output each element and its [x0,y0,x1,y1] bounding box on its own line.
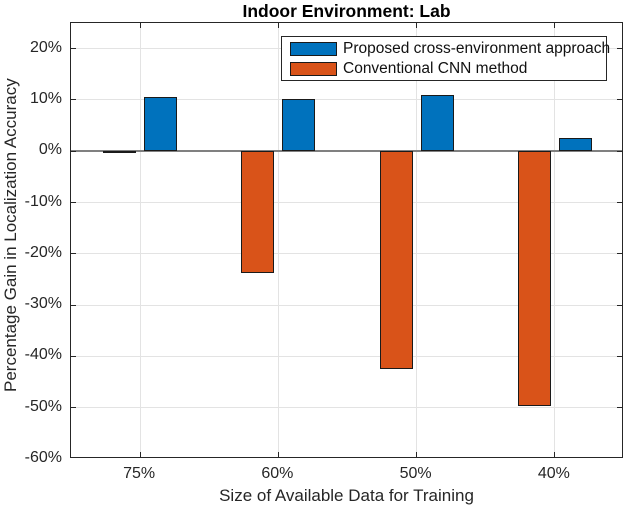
y-tick-left [71,202,76,204]
y-tick-right [617,407,622,409]
y-tick-left [71,304,76,306]
y-tick-label: 0% [38,141,62,159]
y-tick-left [71,407,76,409]
bar-proposed-40 [558,137,592,152]
x-tick-top [416,23,418,28]
legend-swatch-conventional [290,61,337,76]
y-tick-label: 10% [29,89,62,107]
y-tick-label: -30% [24,295,62,313]
y-tick-left [71,150,76,152]
x-tick-label: 50% [399,465,432,482]
y-tick-label: -40% [24,346,62,364]
y-tick-label: -20% [24,243,62,261]
y-tick-label: -50% [24,397,62,415]
y-tick-left [71,48,76,50]
x-tick-label: 60% [261,465,294,482]
y-tick-left [71,253,76,255]
chart-title: Indoor Environment: Lab [242,1,451,21]
zero-baseline [71,150,622,153]
legend-row: Proposed cross-environment approach [282,39,610,59]
x-gridline [139,23,141,457]
y-tick-right [617,253,622,255]
y-tick-right [617,202,622,204]
y-tick-right [617,304,622,306]
y-tick-right [617,48,622,50]
plot-area: Proposed cross-environment approach Conve… [70,22,623,458]
bar-proposed-75 [144,96,178,152]
x-gridline [277,23,279,457]
y-gridline [71,99,622,101]
bar-conventional-50 [379,151,413,370]
x-tick-top [277,23,279,28]
x-tick-top [139,23,141,28]
x-gridline [554,23,556,457]
y-tick-label: 20% [29,38,62,56]
y-tick-left [71,99,76,101]
legend-label-proposed: Proposed cross-environment approach [343,39,611,57]
y-tick-right [617,355,622,357]
y-tick-left [71,355,76,357]
x-tick-bottom [416,452,418,457]
x-tick-label: 40% [537,465,570,482]
x-axis-label: Size of Available Data for Training [219,486,474,505]
y-tick-label: -10% [24,192,62,210]
x-tick-bottom [277,452,279,457]
y-gridline [71,253,622,255]
x-tick-bottom [139,452,141,457]
x-tick-bottom [554,452,556,457]
y-gridline [71,304,622,306]
bar-conventional-40 [517,151,551,406]
legend: Proposed cross-environment approach Conve… [281,36,610,81]
y-tick-label: -60% [24,449,62,466]
bar-conventional-60 [241,151,275,274]
bar-proposed-60 [282,98,316,152]
legend-label-conventional: Conventional CNN method [343,59,528,77]
legend-row: Conventional CNN method [282,59,606,79]
x-gridline [416,23,418,457]
y-tick-right [617,150,622,152]
y-gridline [71,355,622,357]
legend-swatch-proposed [290,41,337,56]
bar-conventional-75 [103,150,137,153]
x-tick-label: 75% [123,465,156,482]
x-tick-top [554,23,556,28]
bar-proposed-50 [420,94,454,152]
y-gridline [71,202,622,204]
y-gridline [71,407,622,409]
y-tick-right [617,99,622,101]
